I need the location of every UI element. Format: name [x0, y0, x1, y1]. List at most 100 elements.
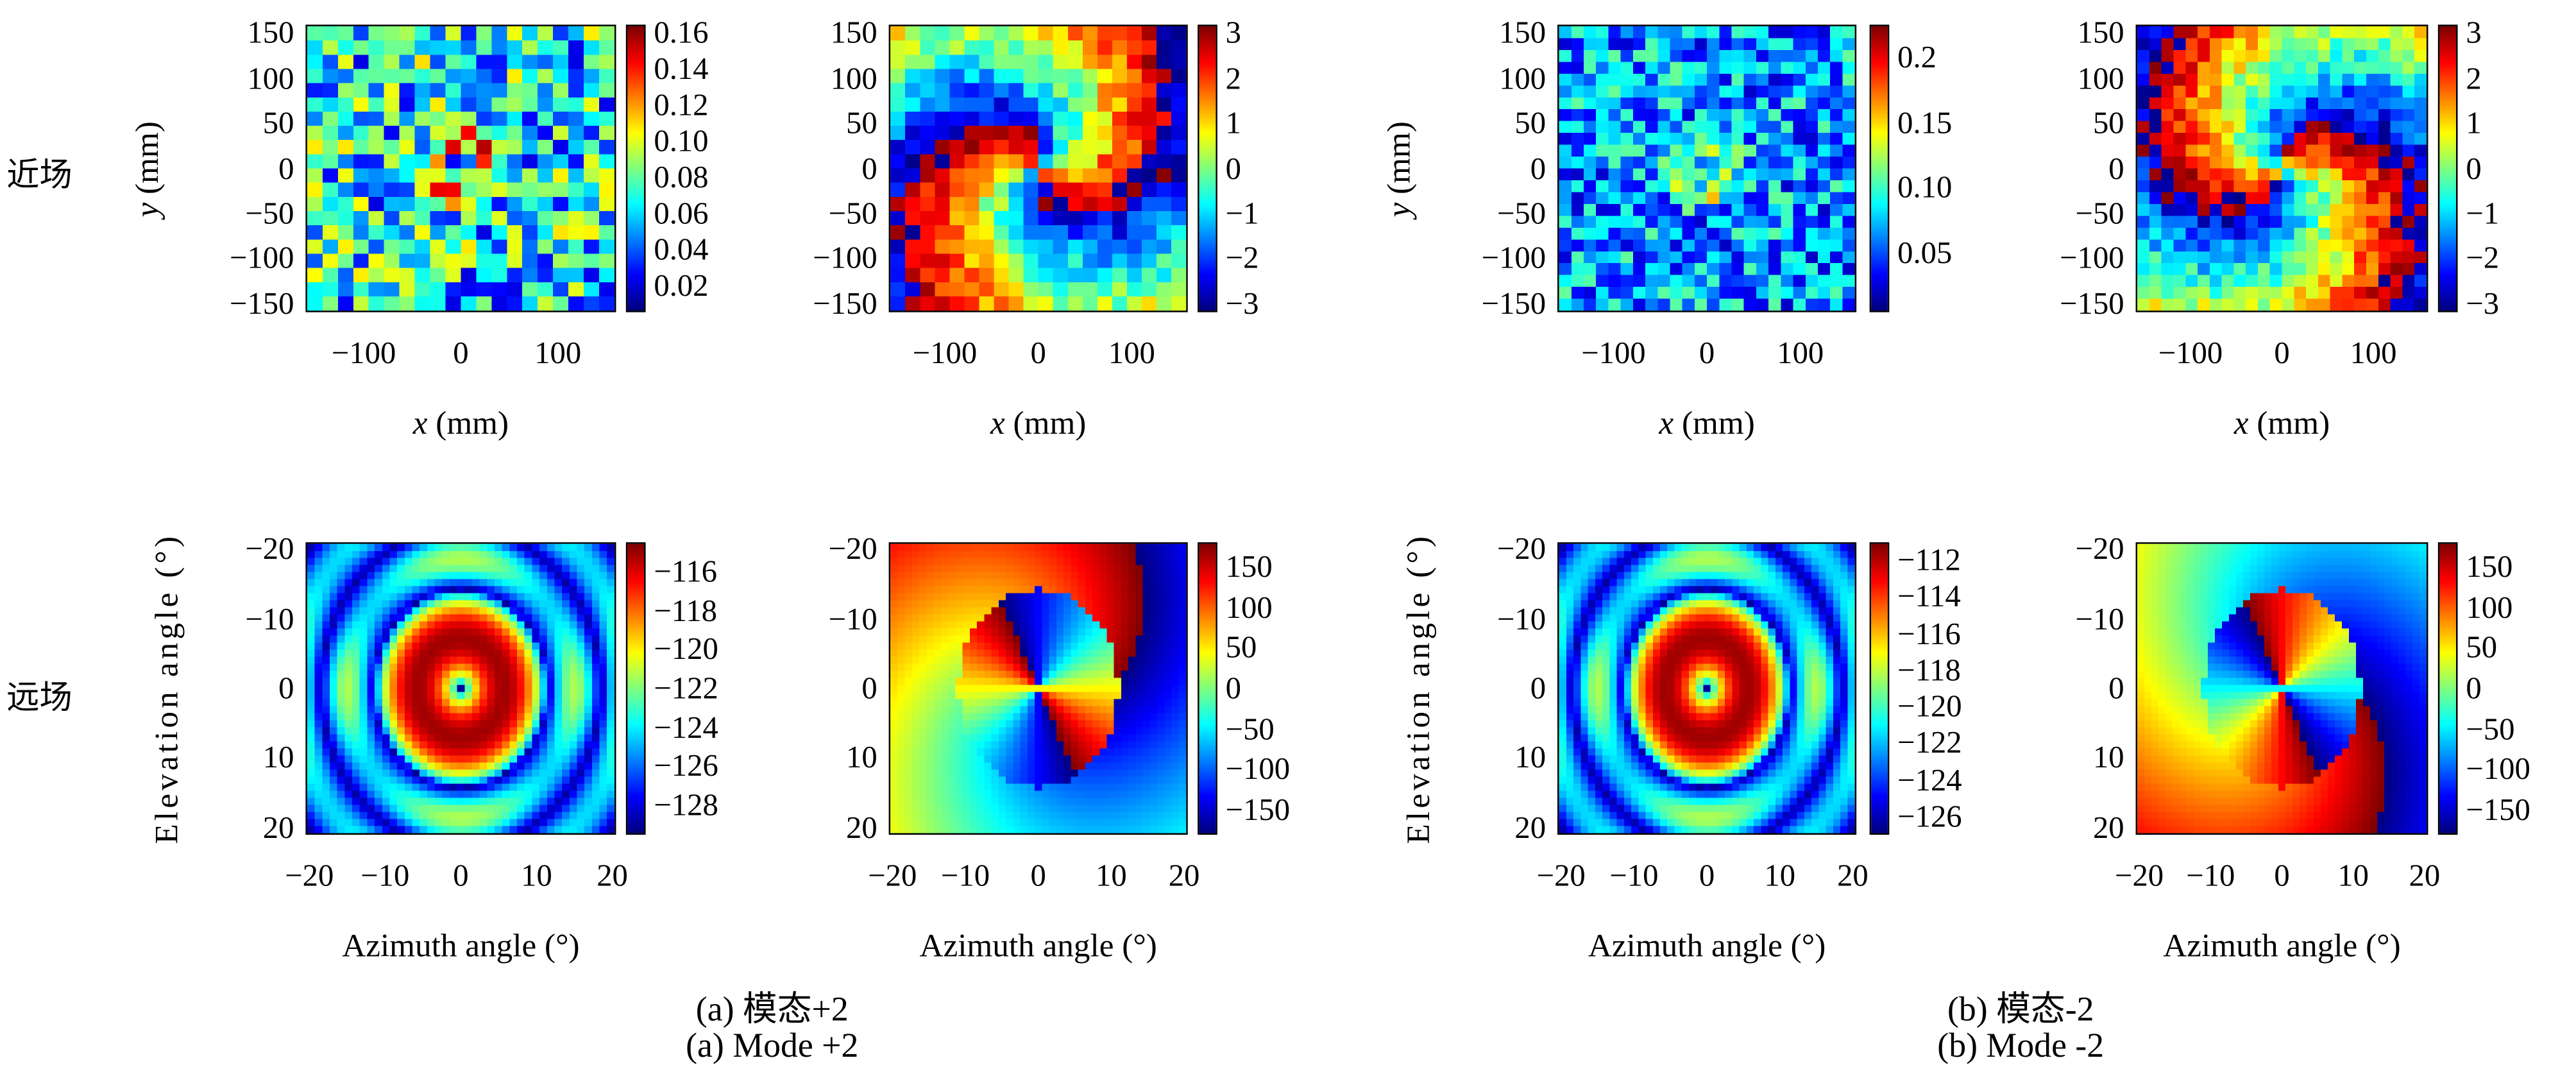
x-tick-label: 100: [1108, 337, 1155, 371]
x-tick-label: 100: [1777, 337, 1824, 371]
colorbar-tick-label: −116: [654, 555, 718, 590]
colorbar-gradient: [1871, 26, 1888, 311]
caption-a-en: (a) Mode +2: [686, 1025, 859, 1065]
colorbar-tick-label: −150: [1225, 794, 1291, 829]
y-tick-label: −100: [813, 241, 877, 277]
colorbar-tick-label: 100: [1225, 590, 1273, 626]
y-tick-label: −10: [1496, 602, 1546, 637]
x-tick-label: 10: [521, 859, 552, 894]
x-tick-label: −100: [1581, 337, 1646, 371]
y-tick-label: 150: [830, 17, 877, 52]
colorbar-tick-label: 0: [1225, 151, 1241, 187]
colorbar-tick-label: −120: [654, 633, 718, 668]
y-tick-label: 50: [262, 107, 294, 142]
x-tick-label: 20: [1837, 859, 1868, 894]
y-tick-label: 0: [861, 672, 877, 707]
x-axis-variable: x: [412, 405, 428, 442]
x-tick-label: −10: [360, 859, 410, 894]
y-tick-label: 20: [262, 811, 294, 846]
x-tick-label: −10: [2186, 859, 2235, 894]
colorbar-tick-label: −128: [654, 789, 718, 824]
y-axis-label: y (mm): [130, 121, 166, 217]
y-tick-label: −150: [1481, 287, 1546, 321]
colorbar-tick-label: 0.10: [654, 124, 709, 160]
x-tick-label: 20: [2409, 859, 2441, 894]
colorbar-tick-label: 0.05: [1897, 237, 1953, 272]
y-tick-label: 150: [1499, 17, 1546, 52]
colorbar-tick-label: −118: [654, 593, 718, 629]
y-tick-label: −150: [230, 287, 294, 321]
heatmap-cells: [1559, 26, 1855, 311]
caption-b-en: (b) Mode -2: [1937, 1025, 2105, 1065]
y-tick-label: 10: [262, 742, 294, 776]
heatmap-near-amplitude-mode-2: [1557, 24, 1857, 312]
y-tick-label: 0: [1530, 151, 1546, 187]
colorbar-tick-label: −120: [1897, 690, 1962, 725]
colorbar-far-amplitude-mode-2: [1869, 542, 1890, 835]
colorbar-tick-label: −126: [1897, 799, 1962, 835]
row-label-near-field: 近场: [6, 154, 72, 194]
colorbar-tick-label: −3: [2466, 287, 2500, 321]
heatmap-far-amplitude-mode-2: [1557, 542, 1857, 835]
colorbar-tick-label: −2: [2466, 241, 2500, 277]
heatmap-cells: [307, 26, 614, 311]
colorbar-near-amplitude-mode-2: [1869, 24, 1890, 312]
y-axis-label: Elevation angle (°): [1401, 533, 1438, 844]
x-tick-label: 20: [597, 859, 628, 894]
colorbar-tick-label: 0: [2466, 151, 2482, 187]
x-tick-label: −20: [2115, 859, 2164, 894]
heatmap-near-phase-mode-2: [2135, 24, 2428, 312]
x-tick-label: −10: [1609, 859, 1659, 894]
y-tick-label: 0: [278, 151, 294, 187]
colorbar-tick-label: 150: [2466, 550, 2513, 585]
colorbar-tick-label: 0.16: [654, 17, 709, 52]
heatmap-far-amplitude-mode+2: [305, 542, 616, 835]
x-tick-label: −20: [868, 859, 917, 894]
heatmap-far-phase-mode+2: [888, 542, 1188, 835]
y-tick-label: 0: [1530, 672, 1546, 707]
colorbar-tick-label: 0.10: [1897, 171, 1953, 207]
x-tick-label: 0: [453, 337, 469, 371]
colorbar-tick-label: 50: [1225, 631, 1257, 666]
y-axis-variable: y: [130, 201, 166, 217]
y-tick-label: −10: [245, 602, 294, 637]
y-tick-label: −150: [813, 287, 877, 321]
x-tick-label: 10: [1764, 859, 1796, 894]
colorbar-gradient: [627, 26, 644, 311]
x-tick-label: −10: [940, 859, 990, 894]
colorbar-tick-label: 0: [1225, 672, 1241, 707]
y-tick-label: 10: [846, 742, 877, 776]
colorbar-tick-label: 2: [2466, 62, 2482, 97]
y-tick-label: 20: [1514, 811, 1546, 846]
x-tick-label: 0: [1699, 337, 1715, 371]
colorbar-tick-label: −114: [1897, 581, 1961, 615]
colorbar-near-amplitude-mode+2: [625, 24, 646, 312]
y-tick-label: 150: [2077, 17, 2124, 52]
colorbar-far-amplitude-mode+2: [625, 542, 646, 835]
heatmap-cells: [2137, 26, 2427, 311]
y-tick-label: −20: [2075, 533, 2124, 568]
colorbar-tick-label: −126: [654, 750, 718, 785]
colorbar-gradient: [2439, 543, 2456, 833]
caption-a-cn: (a) 模态+2: [695, 989, 849, 1029]
x-tick-label: 0: [1030, 337, 1046, 371]
y-tick-label: 0: [2108, 151, 2124, 187]
colorbar-tick-label: 0.14: [654, 53, 709, 88]
colorbar-tick-label: 0.02: [654, 268, 709, 303]
x-tick-label: −20: [285, 859, 334, 894]
y-tick-label: −50: [1496, 196, 1546, 232]
colorbar-tick-label: −100: [1225, 753, 1291, 788]
colorbar-tick-label: −124: [654, 711, 718, 746]
x-axis-label: x (mm): [214, 407, 707, 440]
colorbar-tick-label: −118: [1897, 654, 1961, 688]
colorbar-far-phase-mode-2: [2437, 542, 2458, 835]
heatmap-cells: [890, 26, 1187, 311]
x-axis-label: x (mm): [2035, 407, 2528, 440]
x-tick-label: 10: [2337, 859, 2369, 894]
colorbar-tick-label: 100: [2466, 590, 2513, 626]
colorbar-far-phase-mode+2: [1198, 542, 1217, 835]
colorbar-tick-label: −124: [1897, 763, 1962, 798]
y-tick-label: 50: [846, 107, 877, 142]
y-tick-label: −50: [245, 196, 294, 232]
